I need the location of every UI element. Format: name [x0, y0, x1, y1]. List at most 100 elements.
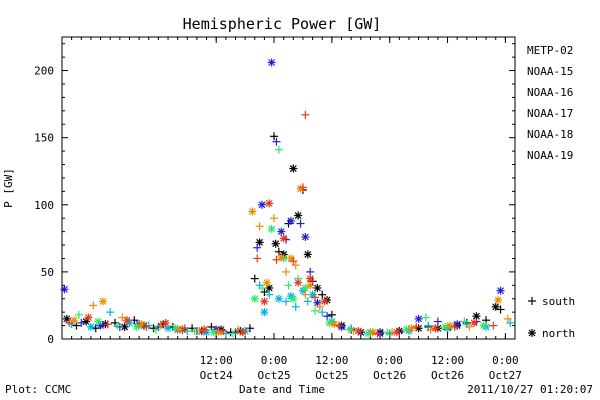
data-point-north — [137, 320, 146, 329]
data-point-south — [344, 325, 353, 334]
data-point-north — [262, 278, 271, 287]
data-point-north — [441, 322, 450, 331]
data-point-south — [106, 308, 115, 317]
y-axis: 0 50 100 150 200 — [34, 43, 515, 346]
data-point-north — [277, 253, 286, 262]
legend-entry: NOAA-19 — [527, 149, 573, 162]
x-tick-date: Oct25 — [257, 369, 290, 382]
data-point-south — [496, 305, 505, 314]
data-point-north — [279, 234, 288, 243]
data-point-north — [330, 320, 339, 329]
data-point-north — [60, 285, 69, 294]
data-point-north — [496, 286, 505, 295]
data-point-north — [260, 308, 269, 317]
data-point-south — [465, 322, 474, 331]
data-point-south — [296, 219, 305, 228]
data-point-north — [94, 317, 103, 326]
data-point-north — [274, 294, 283, 303]
data-point-south — [301, 110, 310, 119]
data-point-north — [364, 329, 373, 338]
x-tick-date: Oct26 — [373, 369, 406, 382]
data-point-north — [82, 317, 91, 326]
data-point-north — [214, 328, 223, 337]
data-point-south — [489, 321, 498, 330]
x-tick-date: Oct25 — [315, 369, 348, 382]
x-tick-date: Oct24 — [200, 369, 233, 382]
data-point-north — [267, 224, 276, 233]
legend-entry: NOAA-15 — [527, 65, 573, 78]
data-point-north — [414, 314, 423, 323]
y-tick-label: 150 — [34, 132, 54, 145]
data-point-north — [248, 207, 257, 216]
legend-entry: NOAA-17 — [527, 107, 573, 120]
data-point-south — [272, 255, 281, 264]
data-point-north — [301, 283, 310, 292]
data-point-north — [257, 200, 266, 209]
data-point-south — [74, 310, 83, 319]
x-axis-label: Date and Time — [239, 383, 325, 396]
symbol-legend: south north — [528, 295, 575, 340]
data-point-south — [327, 310, 336, 319]
data-point-south — [257, 283, 266, 292]
data-point-north — [123, 316, 132, 325]
data-point-south — [77, 318, 86, 327]
data-point-south — [412, 322, 421, 331]
data-point-south — [142, 322, 151, 331]
data-point-south — [421, 313, 430, 322]
data-point-north — [267, 58, 276, 67]
x-axis: 12:00 Oct24 0:00 Oct25 12:00 Oct25 0:00 Oct26 12… — [71, 37, 522, 382]
data-point-south — [272, 137, 281, 146]
data-point-south — [303, 297, 312, 306]
data-point-south — [255, 222, 264, 231]
data-point-south — [253, 243, 262, 252]
data-point-north — [84, 313, 93, 322]
data-point-south — [65, 318, 74, 327]
data-point-south — [250, 274, 259, 283]
legend-entry: METP-02 — [527, 44, 573, 57]
data-points — [60, 58, 515, 338]
data-point-north — [294, 211, 303, 220]
data-point-north — [271, 239, 280, 248]
data-point-south — [265, 290, 274, 299]
data-point-north — [407, 324, 416, 333]
data-point-north — [294, 278, 303, 287]
marker-icon — [528, 329, 536, 337]
data-point-south — [373, 329, 382, 338]
data-point-north — [277, 227, 286, 236]
data-point-south — [318, 290, 327, 299]
data-point-south — [89, 301, 98, 310]
data-point-south — [103, 320, 112, 329]
data-point-north — [265, 199, 274, 208]
x-tick-time: 0:00 — [261, 354, 288, 367]
chart-title: Hemispheric Power [GW] — [183, 15, 382, 33]
data-point-north — [289, 164, 298, 173]
data-point-south — [323, 312, 332, 321]
data-point-north — [161, 318, 170, 327]
symbol-legend-item: south — [528, 295, 575, 308]
footer-plot-credit: Plot: CCMC — [5, 383, 71, 396]
data-point-south — [253, 254, 262, 263]
x-tick-date: Oct27 — [489, 369, 522, 382]
data-point-north — [470, 318, 479, 327]
data-point-north — [70, 316, 79, 325]
x-tick-time: 0:00 — [376, 354, 403, 367]
data-point-south — [506, 318, 515, 327]
data-point-south — [424, 321, 433, 330]
data-point-north — [200, 325, 209, 334]
plot-frame — [61, 36, 516, 340]
data-point-south — [289, 257, 298, 266]
data-point-north — [86, 322, 95, 331]
x-tick-time: 0:00 — [492, 354, 519, 367]
data-point-south — [301, 290, 310, 299]
data-point-south — [298, 183, 307, 192]
legend-entry: NOAA-16 — [527, 86, 573, 99]
data-point-south — [315, 302, 324, 311]
data-point-south — [433, 317, 442, 326]
symbol-legend-label: north — [542, 327, 575, 340]
data-point-north — [494, 296, 503, 305]
data-point-north — [392, 328, 401, 337]
data-point-south — [274, 145, 283, 154]
data-point-north — [289, 294, 298, 303]
data-point-south — [270, 132, 279, 141]
